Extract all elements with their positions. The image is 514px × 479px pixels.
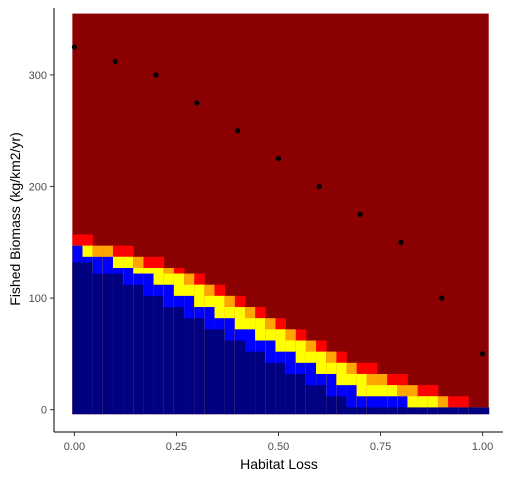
heatmap-cell-navy xyxy=(72,262,83,415)
heatmap-cell-yellow xyxy=(427,396,439,415)
heatmap-cell-navy xyxy=(82,262,94,415)
heatmap-cell-blue xyxy=(346,385,358,415)
scatter-point xyxy=(71,44,78,50)
heatmap-cell-yellow xyxy=(417,396,429,415)
x-axis-ticks: 0.00 0.25 0.50 0.75 1.00 xyxy=(64,432,493,453)
heatmap-cell-blue xyxy=(326,373,337,415)
heatmap-cell-navy xyxy=(112,273,124,415)
heatmap-cell-blue xyxy=(397,396,408,415)
scatter-point xyxy=(153,72,159,78)
scatter-point xyxy=(316,183,322,190)
scatter-point xyxy=(439,295,445,301)
x-tick-label: 0.75 xyxy=(370,441,391,453)
heatmap-cell-navy xyxy=(336,396,347,415)
heatmap-cell-navy xyxy=(255,351,266,415)
scatter-point xyxy=(275,156,282,162)
scatter-point xyxy=(112,58,118,65)
heatmap-cell-navy xyxy=(123,284,134,415)
heatmap-cell-navy xyxy=(397,407,408,415)
heatmap-cell-navy xyxy=(234,340,246,415)
heatmap-cell-navy xyxy=(377,407,388,415)
x-tick-label: 0.25 xyxy=(166,441,187,453)
heatmap-cell-navy xyxy=(427,407,439,415)
heatmap-cell-navy xyxy=(204,329,215,415)
heatmap-cell-navy xyxy=(437,407,449,415)
heatmap-cell-navy xyxy=(275,362,287,415)
heatmap-cell-navy xyxy=(316,385,327,415)
y-tick-label: 300 xyxy=(29,70,47,82)
heatmap-cell-navy xyxy=(224,340,236,415)
x-tick-label: 1.00 xyxy=(472,441,493,453)
heatmap-cell-navy xyxy=(417,407,429,415)
heatmap-cell-navy xyxy=(468,407,479,415)
heatmap-cell-navy xyxy=(265,362,276,415)
scatter-point xyxy=(357,211,363,218)
heatmap-cell-red xyxy=(458,396,469,415)
x-tick-label: 0.50 xyxy=(268,441,289,453)
heatmap-cell-navy xyxy=(458,407,469,415)
heatmap-cell-navy xyxy=(448,407,459,415)
y-tick-label: 200 xyxy=(29,182,47,194)
x-tick-label: 0.00 xyxy=(64,441,85,453)
heatmap-cell-navy xyxy=(143,295,155,415)
y-axis-ticks: 0 100 200 300 xyxy=(29,70,54,417)
heatmap-cell-navy xyxy=(244,351,256,415)
heatmap-cell-yellow xyxy=(356,373,368,415)
heatmap-cell-navy xyxy=(346,407,358,415)
heatmap-layer xyxy=(72,13,490,415)
heatmap-cell-blue xyxy=(387,396,398,415)
y-tick-label: 0 xyxy=(41,405,47,417)
heatmap-cell-orange xyxy=(437,396,449,415)
heatmap-cell-red xyxy=(448,396,459,415)
heatmap-cell-yellow xyxy=(407,396,419,415)
heatmap-cell-blue xyxy=(356,396,368,415)
x-axis-title: Habitat Loss xyxy=(240,456,318,472)
heatmap-cell-navy xyxy=(366,407,378,415)
heatmap-cell-navy xyxy=(295,373,307,415)
heatmap-cell-blue xyxy=(377,396,388,415)
heatmap-cell-navy xyxy=(478,407,490,415)
heatmap-cell-navy xyxy=(356,407,368,415)
heatmap-cell-navy xyxy=(285,373,297,415)
heatmap-cell-navy xyxy=(387,407,398,415)
scatter-point xyxy=(235,128,241,134)
heatmap-cell-blue xyxy=(366,396,378,415)
scatter-points xyxy=(71,44,486,357)
heatmap-cell-navy xyxy=(305,385,317,415)
heatmap-cell-navy xyxy=(173,307,185,415)
y-tick-label: 100 xyxy=(29,293,47,305)
heatmap-cell-navy xyxy=(407,407,419,415)
heatmap-cell-navy xyxy=(92,273,104,415)
heatmap-cell-navy xyxy=(184,318,195,415)
heatmap-cell-navy xyxy=(326,396,337,415)
scatter-point xyxy=(398,239,404,245)
scatter-point xyxy=(194,100,200,106)
heatmap-cell-navy xyxy=(194,318,205,415)
heatmap-cell-navy xyxy=(102,273,114,415)
heatmap-cell-navy xyxy=(163,307,175,415)
heatmap-cell-navy xyxy=(153,295,165,415)
scatter-point xyxy=(479,351,486,357)
heatmap-cell-navy xyxy=(214,329,226,415)
heatmap-cell-navy xyxy=(133,284,144,415)
y-axis-title: Fished Biomass (kg/km2/yr) xyxy=(7,132,23,305)
